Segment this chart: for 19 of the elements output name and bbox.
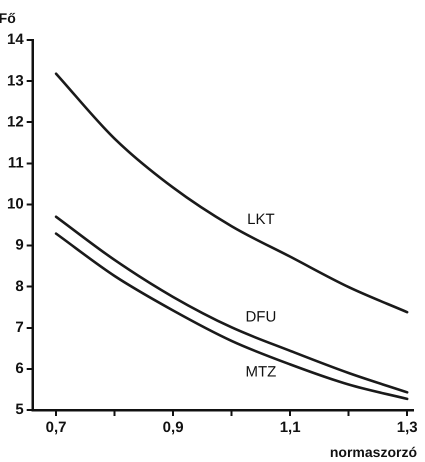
- y-tick-label: 12: [6, 113, 24, 130]
- series-label: LKT: [247, 211, 275, 228]
- x-tick-label: 0,7: [46, 419, 67, 436]
- y-tick-label: 10: [6, 196, 24, 213]
- x-tick-label: 1,3: [396, 419, 418, 436]
- y-tick-label: 9: [15, 236, 24, 254]
- x-tick-label: 1,1: [280, 419, 301, 436]
- x-axis-title: normaszorzó: [330, 444, 417, 460]
- y-tick-label: 14: [6, 31, 24, 48]
- y-tick-label: 11: [8, 154, 24, 172]
- x-tick-label: 0,9: [162, 419, 184, 436]
- y-tick-label: 6: [15, 360, 24, 378]
- y-tick-label: 13: [6, 72, 24, 90]
- y-tick-label: 7: [15, 318, 24, 336]
- y-axis-title: Fő: [0, 10, 16, 26]
- series-label: DFU: [245, 308, 276, 326]
- series-label: MTZ: [245, 363, 276, 380]
- y-tick-label: 5: [15, 401, 24, 418]
- y-tick-label: 8: [15, 278, 24, 295]
